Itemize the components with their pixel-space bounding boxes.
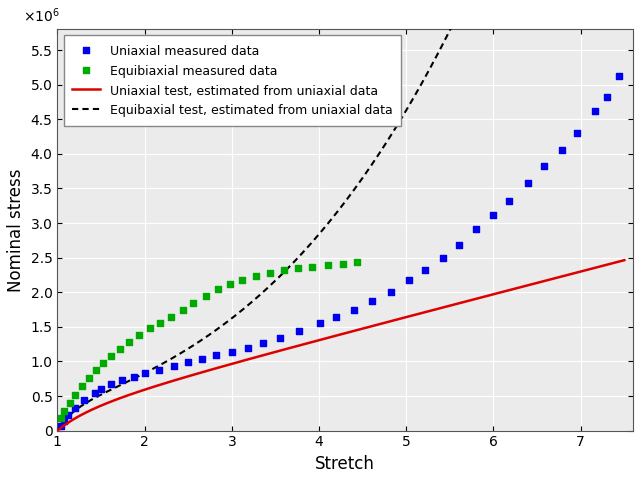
Uniaxial measured data: [420, 266, 431, 274]
Uniaxial measured data: [602, 93, 612, 101]
Equibiaxial measured data: [106, 352, 116, 360]
X-axis label: Stretch: Stretch: [316, 455, 375, 473]
Equibiaxial measured data: [225, 280, 235, 288]
Uniaxial measured data: [294, 327, 304, 335]
Uniaxial measured data: [227, 348, 237, 356]
Uniaxial measured data: [275, 334, 285, 342]
Equibiaxial measured data: [97, 359, 108, 367]
Equibiaxial measured data: [212, 286, 223, 293]
Equibaxial test, estimated from uniaxial data: [199, 336, 207, 342]
Uniaxial measured data: [106, 381, 116, 388]
Uniaxial measured data: [488, 211, 499, 218]
Uniaxial test, estimated from uniaxial data: [388, 318, 396, 324]
Uniaxial test, estimated from uniaxial data: [199, 369, 207, 375]
Uniaxial measured data: [332, 313, 342, 321]
Equibiaxial measured data: [115, 345, 125, 353]
Equibiaxial measured data: [77, 383, 87, 390]
Uniaxial measured data: [96, 385, 106, 393]
Equibiaxial measured data: [200, 292, 211, 300]
Equibiaxial measured data: [293, 264, 303, 272]
Equibiaxial measured data: [70, 391, 80, 398]
Equibiaxial measured data: [91, 366, 101, 373]
Uniaxial measured data: [70, 404, 80, 412]
Uniaxial measured data: [116, 376, 127, 384]
Equibiaxial measured data: [134, 331, 145, 339]
Uniaxial test, estimated from uniaxial data: [481, 294, 488, 300]
Equibaxial test, estimated from uniaxial data: [432, 54, 440, 60]
Equibiaxial measured data: [56, 414, 66, 422]
Uniaxial test, estimated from uniaxial data: [432, 306, 440, 312]
Uniaxial measured data: [140, 369, 150, 377]
Uniaxial measured data: [539, 162, 549, 170]
Equibiaxial measured data: [251, 272, 261, 279]
Text: $\times10^6$: $\times10^6$: [23, 7, 60, 25]
Uniaxial test, estimated from uniaxial data: [54, 428, 61, 433]
Equibaxial test, estimated from uniaxial data: [310, 237, 317, 243]
Uniaxial measured data: [572, 129, 582, 137]
Uniaxial measured data: [315, 320, 325, 327]
Uniaxial measured data: [197, 355, 207, 362]
Uniaxial test, estimated from uniaxial data: [621, 257, 628, 263]
Uniaxial measured data: [504, 197, 515, 204]
Uniaxial measured data: [79, 396, 89, 404]
Uniaxial measured data: [385, 288, 396, 295]
Equibiaxial measured data: [237, 276, 248, 284]
Uniaxial measured data: [129, 373, 140, 381]
Uniaxial measured data: [90, 389, 100, 397]
Uniaxial measured data: [471, 226, 481, 233]
Equibiaxial measured data: [84, 374, 94, 382]
Equibiaxial measured data: [65, 399, 75, 407]
Equibiaxial measured data: [155, 319, 165, 326]
Uniaxial measured data: [556, 146, 566, 154]
Uniaxial measured data: [243, 345, 253, 352]
Uniaxial measured data: [614, 72, 624, 80]
Equibiaxial measured data: [60, 408, 70, 415]
Equibiaxial measured data: [352, 259, 362, 266]
Uniaxial measured data: [63, 411, 73, 419]
Equibiaxial measured data: [307, 263, 317, 270]
Equibaxial test, estimated from uniaxial data: [388, 132, 396, 137]
Uniaxial test, estimated from uniaxial data: [154, 383, 162, 388]
Uniaxial measured data: [183, 358, 193, 366]
Equibiaxial measured data: [323, 262, 333, 269]
Equibiaxial measured data: [145, 324, 155, 332]
Uniaxial measured data: [589, 107, 600, 115]
Uniaxial measured data: [154, 366, 164, 373]
Uniaxial test, estimated from uniaxial data: [310, 339, 317, 345]
Uniaxial measured data: [60, 417, 70, 425]
Uniaxial measured data: [404, 276, 414, 284]
Equibaxial test, estimated from uniaxial data: [154, 363, 162, 369]
Line: Uniaxial test, estimated from uniaxial data: Uniaxial test, estimated from uniaxial d…: [58, 260, 625, 431]
Uniaxial measured data: [438, 254, 448, 262]
Uniaxial measured data: [56, 422, 66, 430]
Line: Equibaxial test, estimated from uniaxial data: Equibaxial test, estimated from uniaxial…: [58, 0, 625, 431]
Equibiaxial measured data: [279, 266, 289, 274]
Uniaxial measured data: [211, 351, 221, 359]
Uniaxial measured data: [367, 297, 378, 304]
Equibaxial test, estimated from uniaxial data: [54, 428, 61, 433]
Equibiaxial measured data: [339, 260, 349, 268]
Uniaxial measured data: [454, 241, 464, 249]
Equibiaxial measured data: [178, 306, 188, 314]
Y-axis label: Nominal stress: Nominal stress: [7, 168, 25, 292]
Equibiaxial measured data: [166, 313, 176, 321]
Legend: Uniaxial measured data, Equibiaxial measured data, Uniaxial test, estimated from: Uniaxial measured data, Equibiaxial meas…: [63, 36, 401, 126]
Uniaxial measured data: [169, 362, 179, 370]
Equibiaxial measured data: [124, 338, 134, 346]
Uniaxial measured data: [522, 179, 532, 187]
Uniaxial measured data: [258, 339, 268, 347]
Equibiaxial measured data: [188, 300, 198, 307]
Uniaxial measured data: [349, 306, 359, 313]
Equibiaxial measured data: [265, 269, 275, 276]
